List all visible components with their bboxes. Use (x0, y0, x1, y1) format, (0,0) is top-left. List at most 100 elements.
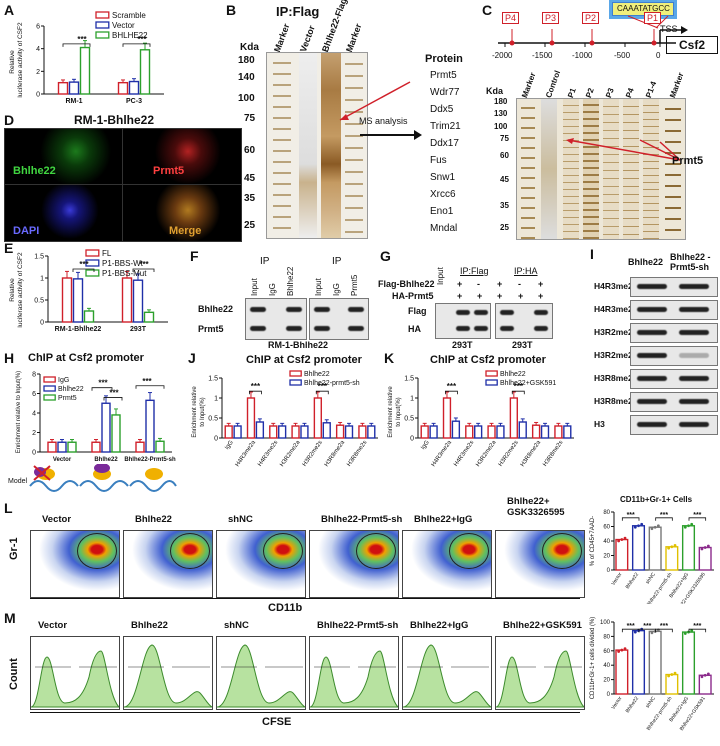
micro-merge: Merge (122, 184, 242, 242)
m-plot-title-2: shNC (224, 620, 249, 631)
y-tick-label: 40 (603, 539, 610, 545)
m-hist-plot-0 (30, 636, 120, 710)
gate-ellipse (542, 533, 582, 569)
legend-swatch (43, 385, 56, 392)
bar (631, 525, 646, 571)
legend-swatch (289, 370, 302, 377)
m-hist-plot-5 (495, 636, 585, 710)
histogram (124, 644, 212, 708)
panel-c-kda: Kda (486, 86, 504, 96)
protein-mndal: Mndal (430, 223, 458, 234)
y-tick-label: 1 (40, 276, 44, 283)
histogram-area (217, 644, 305, 708)
sig-bracket (72, 268, 95, 272)
axis-4: 0 (656, 51, 661, 60)
prmt5-arrow-label: Prmt5 (672, 155, 704, 167)
bar (233, 425, 242, 439)
band (679, 399, 709, 404)
micro-prmt5: Prmt5 (122, 128, 242, 186)
x-tick-label: Bhlhe22-Prmt5-sh (124, 457, 176, 463)
bar (615, 538, 629, 571)
i-row-h3r8me2s: H3R8me2s (594, 396, 638, 406)
data-point (620, 648, 624, 652)
l-plot-title-1: Bhlhe22 (135, 514, 172, 525)
x-tick-label: RM-1 (65, 98, 82, 105)
bar (246, 397, 256, 439)
y-tick-label: 0 (607, 568, 611, 574)
sig-bracket (62, 43, 91, 47)
legend-swatch (43, 394, 56, 401)
significance-mark: *** (627, 623, 635, 630)
bar (83, 310, 95, 323)
y-tick-label: 80 (603, 510, 610, 516)
x-tick-label: H3R8me2s (346, 440, 368, 468)
micro-label-prmt5: Prmt5 (153, 165, 185, 177)
bar (531, 424, 541, 439)
f-blot-right (309, 298, 369, 340)
legend-swatch (289, 379, 302, 386)
m-plot-title-5: Bhlhe22+GSK591 (503, 620, 582, 631)
y-axis-label: luciferase activity of CSF2 (17, 252, 24, 328)
bar (67, 441, 77, 453)
x-tick-label: H3R2me2s (498, 440, 520, 468)
l-flow-plot-0 (30, 530, 120, 598)
i-blot-h3r8me2a (630, 369, 718, 389)
data-point (637, 524, 640, 528)
histogram (217, 644, 305, 708)
i-blot-h3r2me2a (630, 323, 718, 343)
g-sign: + (477, 291, 483, 301)
c-marker-75: 75 (500, 134, 509, 143)
legend-label: Prmt5 (58, 395, 77, 402)
micro-label-merge: Merge (169, 225, 202, 237)
m-hist-plot-4 (402, 636, 492, 710)
y-axis-label: Enrichment relative to Input(%) (16, 371, 22, 453)
promoter-p1: P1 (644, 12, 662, 24)
i-row-h3r2me2a: H3R2me2a (594, 327, 638, 337)
x-tick-label: H3R8me2a (324, 439, 347, 468)
c-marker-60: 60 (500, 151, 509, 160)
panel-h-title: ChIP at Csf2 promoter (28, 352, 144, 364)
y-tick-label: 60 (603, 525, 610, 531)
data-point (690, 522, 694, 526)
y-tick-label: 1.5 (34, 254, 44, 261)
y-tick-label: 1.5 (208, 376, 218, 383)
y-tick-label: 80 (603, 634, 610, 640)
lane-label-1: Vector (298, 24, 317, 54)
mw-marker-25: 25 (244, 220, 256, 231)
legend-label: Bhlhe22+GSK591 (500, 380, 556, 387)
m-x-axis-line (30, 712, 580, 713)
y-tick-label: 60 (603, 649, 610, 655)
y-tick-label: 0.5 (34, 298, 44, 305)
motif-sequence: CAAATATGCC (617, 4, 670, 13)
bar-chart-j: 0 0.5 1 1.5 IgG H4R3me2a H4R3me2s H3R2me2a H3R2m… (192, 370, 378, 468)
f-caption: RM-1-Bhlhe22 (268, 340, 329, 350)
sig-bracket (103, 397, 123, 401)
y-tick-label: 0 (410, 436, 414, 443)
data-point (667, 546, 671, 550)
y-axis-label: Enrichment relative (192, 386, 198, 438)
histogram-area (124, 644, 212, 708)
bar (79, 46, 91, 95)
m-plot-title-1: Bhlhe22 (131, 620, 168, 631)
bar (665, 673, 679, 695)
g-ipha-label: IP:HA (514, 266, 538, 276)
band (679, 284, 709, 289)
axis-3: -500 (614, 51, 631, 60)
legend-label: Bhlhe22 (58, 386, 84, 393)
m-plot-title-4: Bhlhe22+IgG (410, 620, 469, 631)
data-point (683, 632, 687, 635)
x-tick-label: H3R8me2a (520, 439, 543, 468)
i-col-bhlhe22: Bhlhe22 (628, 257, 664, 267)
g-sign: + (538, 279, 544, 289)
y-tick-label: 40 (603, 663, 610, 669)
significance-mark: *** (139, 260, 149, 269)
y-tick-label: 1 (214, 396, 218, 403)
y-tick-label: 0 (40, 320, 44, 327)
x-tick-label: shNC (645, 571, 657, 585)
histogram (496, 650, 584, 708)
panel-label-f: F (190, 248, 199, 264)
significance-mark: *** (318, 382, 328, 391)
bar (135, 441, 145, 453)
x-tick-label: Bhlhe22 (94, 457, 118, 463)
